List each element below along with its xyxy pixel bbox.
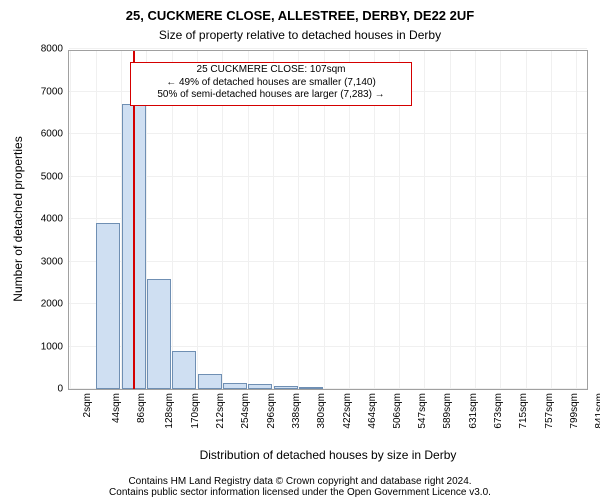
gridline-v [500,51,501,389]
annotation-line: ← 49% of detached houses are smaller (7,… [133,77,409,90]
gridline-v [576,51,577,389]
y-tick-label: 7000 [41,86,69,97]
x-tick-label: 212sqm [215,393,226,429]
bar [248,384,272,389]
gridline-h [69,48,587,49]
bar [96,223,120,389]
gridline-v [450,51,451,389]
x-tick-label: 547sqm [417,393,428,429]
y-tick-label: 8000 [41,44,69,55]
x-tick-label: 631sqm [467,393,478,429]
gridline-v [551,51,552,389]
x-tick-label: 757sqm [543,393,554,429]
bar [299,387,323,389]
gridline-v [526,51,527,389]
x-tick-label: 254sqm [240,393,251,429]
y-tick-label: 2000 [41,299,69,310]
x-tick-label: 506sqm [392,393,403,429]
x-tick-label: 338sqm [291,393,302,429]
x-tick-label: 296sqm [265,393,276,429]
y-tick-label: 5000 [41,171,69,182]
bar [274,386,298,389]
x-axis-label: Distribution of detached houses by size … [68,448,588,462]
gridline-v [70,51,71,389]
bar [223,383,247,389]
y-tick-label: 3000 [41,256,69,267]
x-tick-label: 589sqm [442,393,453,429]
annotation-line: 50% of semi-detached houses are larger (… [133,89,409,102]
annotation-box: 25 CUCKMERE CLOSE: 107sqm← 49% of detach… [130,62,412,106]
y-axis-label: Number of detached properties [11,69,25,369]
annotation-line: 25 CUCKMERE CLOSE: 107sqm [133,64,409,77]
bar [172,351,196,389]
y-tick-label: 4000 [41,214,69,225]
x-tick-label: 464sqm [367,393,378,429]
y-tick-label: 6000 [41,129,69,140]
x-tick-label: 44sqm [111,393,122,423]
bar [198,374,222,389]
x-tick-label: 86sqm [136,393,147,423]
x-tick-label: 128sqm [164,393,175,429]
gridline-v [424,51,425,389]
bar [147,279,171,390]
gridline-v [475,51,476,389]
x-tick-label: 422sqm [341,393,352,429]
figure: 25, CUCKMERE CLOSE, ALLESTREE, DERBY, DE… [0,0,600,500]
footer-line-1: Contains HM Land Registry data © Crown c… [0,476,600,487]
x-tick-label: 380sqm [316,393,327,429]
y-tick-label: 0 [57,384,69,395]
footer-attribution: Contains HM Land Registry data © Crown c… [0,476,600,498]
x-tick-label: 673sqm [493,393,504,429]
title-sub: Size of property relative to detached ho… [0,28,600,42]
x-tick-label: 799sqm [569,393,580,429]
x-tick-label: 841sqm [594,393,600,429]
x-tick-label: 2sqm [82,393,93,417]
footer-line-2: Contains public sector information licen… [0,487,600,498]
title-main: 25, CUCKMERE CLOSE, ALLESTREE, DERBY, DE… [0,8,600,23]
x-tick-label: 715sqm [518,393,529,429]
x-tick-label: 170sqm [189,393,200,429]
y-tick-label: 1000 [41,341,69,352]
